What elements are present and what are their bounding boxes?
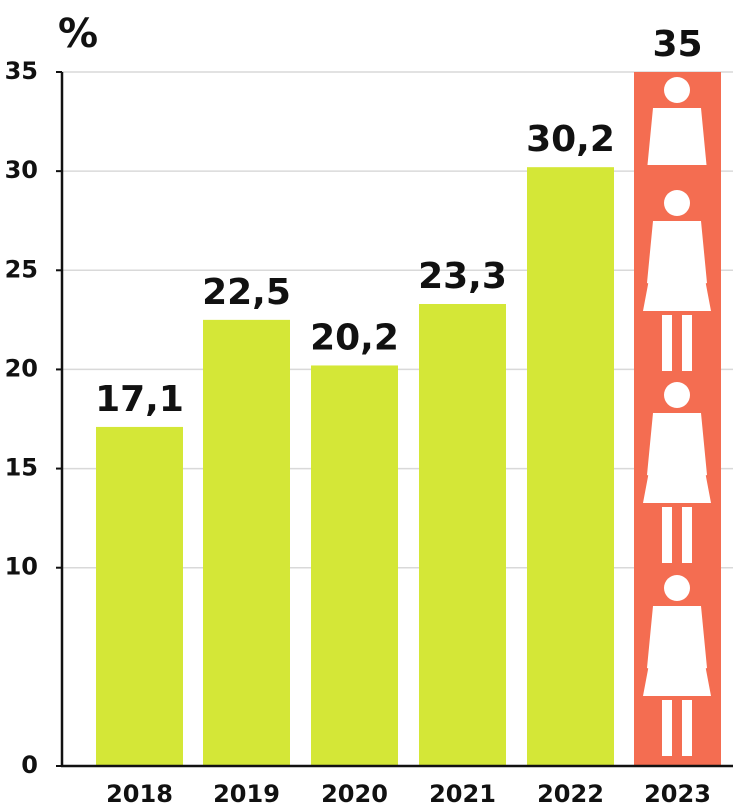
y-tick-label: 15 (5, 454, 38, 482)
bar (311, 365, 398, 766)
y-tick-label: 10 (5, 553, 38, 581)
x-tick-label: 2022 (537, 780, 604, 808)
x-tick-label: 2021 (429, 780, 496, 808)
bar (96, 426, 183, 766)
y-tick-label: 30 (5, 156, 38, 184)
y-tick-label: 20 (5, 354, 38, 382)
x-tick-label: 2023 (644, 780, 711, 808)
x-tick-label: 2019 (213, 780, 280, 808)
value-label: 20,2 (310, 317, 399, 358)
chart-title: % (58, 11, 98, 57)
y-tick-label: 25 (5, 255, 38, 283)
y-tick-label: 35 (5, 57, 38, 85)
x-tick-label: 2020 (321, 780, 388, 808)
bar (527, 167, 614, 767)
bar (419, 303, 506, 766)
value-label: 17,1 (95, 379, 184, 420)
bars (96, 72, 721, 767)
x-tick-label: 2018 (106, 780, 173, 808)
value-label: 22,5 (202, 272, 291, 313)
y-tick-label: 0 (21, 751, 38, 779)
bar (203, 319, 290, 766)
value-label: 35 (652, 24, 702, 65)
value-label: 30,2 (526, 119, 615, 160)
value-label: 23,3 (418, 256, 507, 297)
